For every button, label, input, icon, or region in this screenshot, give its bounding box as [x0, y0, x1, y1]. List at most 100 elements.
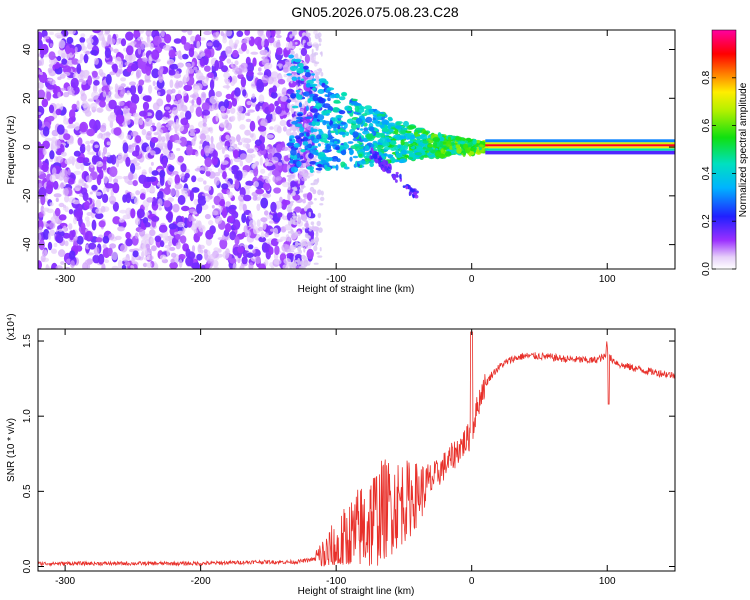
heatmap-cell	[449, 145, 453, 150]
heatmap-cell	[209, 95, 218, 105]
heatmap-cell	[296, 119, 301, 123]
heatmap-cell	[54, 207, 61, 217]
heatmap-cell	[350, 123, 358, 130]
heatmap-cell	[289, 229, 294, 235]
heatmap-cell	[316, 68, 320, 71]
heatmap-cell	[205, 237, 212, 246]
heatmap-cell	[189, 190, 194, 202]
heatmap-cell	[175, 118, 179, 127]
heatmap-cell	[276, 47, 283, 56]
heatmap-cell	[267, 173, 271, 177]
heatmap-cell	[110, 154, 117, 165]
heatmap-cell	[159, 65, 164, 73]
heatmap-cell	[62, 65, 72, 75]
heatmap-cell	[66, 258, 71, 264]
heatmap-cell	[175, 242, 181, 250]
heatmap-cell	[183, 74, 190, 83]
heatmap-cell	[229, 258, 237, 264]
heatmap-cell	[268, 220, 275, 224]
heatmap-cell	[349, 156, 353, 162]
heatmap-cell	[124, 261, 131, 267]
heatmap-cell	[294, 231, 298, 236]
heatmap-cell	[258, 67, 262, 72]
heatmap-cell	[321, 159, 327, 164]
heatmap-cell	[139, 30, 145, 34]
heatmap-cell	[319, 51, 323, 55]
heatmap-cell	[76, 235, 84, 245]
heatmap-cell	[89, 139, 95, 144]
heatmap-cell	[204, 49, 212, 59]
heatmap-cell	[71, 103, 78, 111]
heatmap-cell	[289, 244, 297, 250]
heatmap-cell	[205, 170, 211, 177]
heatmap-cell	[256, 219, 261, 228]
heatmap-cell	[230, 107, 236, 114]
heatmap-cell	[56, 124, 65, 135]
heatmap-cell	[253, 181, 259, 188]
heatmap-cell	[49, 150, 55, 160]
heatmap-cell	[61, 52, 66, 59]
heatmap-cell	[209, 143, 216, 152]
heatmap-cell	[428, 154, 435, 158]
heatmap-cell	[209, 126, 214, 134]
heatmap-cell	[462, 137, 466, 141]
heatmap-cell	[244, 187, 250, 196]
heatmap-cell	[86, 220, 91, 227]
colorbar-label: Normalized spectral amplitude	[738, 82, 749, 217]
heatmap-cell	[92, 84, 98, 94]
heatmap-cell	[66, 36, 74, 44]
heatmap-cell	[181, 205, 190, 212]
heatmap-cell	[246, 252, 254, 258]
heatmap-cell	[293, 142, 300, 148]
heatmap-cell	[60, 261, 65, 265]
heatmap-cell	[385, 154, 394, 157]
heatmap-cell	[136, 208, 145, 219]
heatmap-cell	[321, 133, 329, 140]
heatmap-cell	[134, 232, 139, 239]
heatmap-cell	[304, 72, 311, 78]
heatmap-cell	[327, 97, 331, 102]
heatmap-cell	[102, 90, 107, 98]
heatmap-cell	[451, 142, 455, 146]
heatmap-cell	[137, 46, 142, 55]
heatmap-cell	[104, 30, 111, 35]
heatmap-cell	[60, 103, 64, 111]
heatmap-cell	[57, 91, 61, 98]
heatmap-cell	[282, 215, 288, 221]
heatmap-cell	[144, 222, 151, 228]
heatmap-cell	[296, 84, 298, 91]
y-tick-label: -20	[22, 188, 33, 203]
heatmap-cell	[47, 115, 55, 122]
heatmap-cell	[306, 132, 310, 137]
figure-title: GN05.2026.075.08.23.C28	[291, 4, 459, 20]
heatmap-cell	[414, 194, 419, 199]
heatmap-cell	[244, 137, 249, 143]
heatmap-cell	[294, 41, 298, 45]
heatmap-cell	[422, 155, 429, 158]
heatmap-cell	[98, 220, 106, 228]
heatmap-cell	[67, 168, 71, 176]
heatmap-cell	[383, 146, 391, 151]
heatmap-cell	[211, 205, 215, 209]
heatmap-cell	[176, 103, 183, 112]
heatmap-cell	[79, 144, 86, 154]
heatmap-cell	[151, 245, 157, 252]
heatmap-cell	[120, 77, 127, 82]
heatmap-cell	[193, 229, 198, 234]
heatmap-cell	[110, 200, 116, 205]
heatmap-cell	[174, 183, 183, 190]
heatmap-cell	[85, 140, 91, 145]
heatmap-cell	[232, 65, 239, 71]
heatmap-cell	[241, 42, 247, 52]
heatmap-cell	[379, 124, 385, 128]
heatmap-cell	[63, 91, 70, 98]
heatmap-cell	[415, 127, 423, 131]
heatmap-cell	[225, 78, 231, 85]
heatmap-cell	[275, 30, 281, 36]
heatmap-cell	[276, 212, 283, 218]
heatmap-cell	[84, 200, 90, 210]
heatmap-cell	[299, 189, 303, 192]
heatmap-cell	[234, 43, 238, 50]
heatmap-cell	[273, 258, 282, 265]
heatmap-cell	[50, 140, 57, 150]
